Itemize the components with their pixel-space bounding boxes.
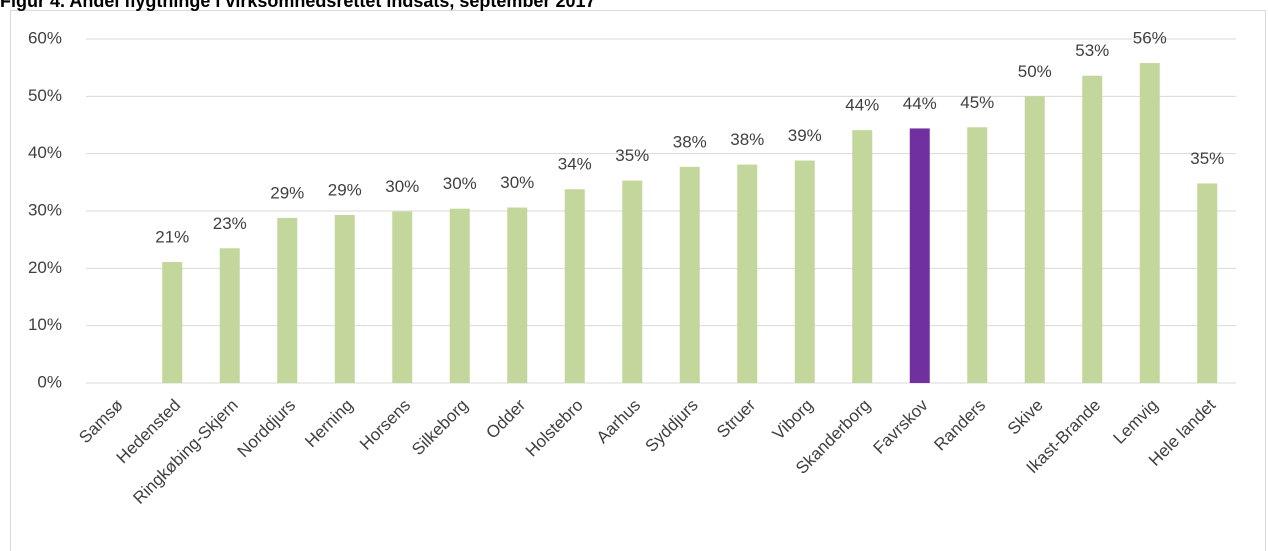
data-label: 35% bbox=[1190, 149, 1224, 168]
x-tick-label: Samsø bbox=[75, 396, 127, 448]
bar bbox=[737, 164, 758, 383]
x-tick-label: Favrskov bbox=[870, 395, 933, 458]
data-label: 50% bbox=[1018, 62, 1052, 81]
data-label: 44% bbox=[845, 96, 879, 115]
bar bbox=[1082, 75, 1103, 384]
y-tick-label: 40% bbox=[28, 143, 62, 162]
bar bbox=[277, 217, 298, 383]
data-label: 34% bbox=[558, 155, 592, 174]
data-label: 30% bbox=[385, 177, 419, 196]
x-tick-label: Viborg bbox=[769, 396, 817, 444]
chart-frame bbox=[10, 10, 1266, 551]
data-label: 30% bbox=[443, 174, 477, 193]
bar bbox=[1139, 63, 1160, 383]
data-label: 53% bbox=[1075, 41, 1109, 60]
bar bbox=[564, 189, 585, 383]
bar bbox=[507, 207, 528, 383]
bar bbox=[1197, 183, 1218, 383]
bar bbox=[334, 215, 355, 383]
data-label: 35% bbox=[615, 146, 649, 165]
data-label: 39% bbox=[788, 126, 822, 145]
y-tick-label: 30% bbox=[28, 200, 62, 219]
x-tick-label: Odder bbox=[482, 395, 529, 442]
data-label: 30% bbox=[500, 173, 534, 192]
data-label: 29% bbox=[270, 183, 304, 202]
x-tick-label: Holstebro bbox=[522, 396, 587, 461]
bar bbox=[392, 211, 413, 383]
bar bbox=[967, 127, 988, 383]
bar bbox=[449, 208, 470, 383]
y-tick-label: 0% bbox=[37, 372, 62, 391]
bar bbox=[909, 128, 930, 383]
data-label: 45% bbox=[960, 93, 994, 112]
bar bbox=[622, 180, 643, 383]
bar bbox=[852, 130, 873, 383]
data-label: 21% bbox=[155, 228, 189, 247]
x-tick-label: Silkeborg bbox=[408, 396, 472, 460]
y-tick-label: 10% bbox=[28, 315, 62, 334]
data-label: 29% bbox=[328, 180, 362, 199]
x-tick-label: Horsens bbox=[356, 396, 414, 454]
bar bbox=[1024, 96, 1045, 383]
x-tick-label: Randers bbox=[930, 396, 989, 455]
x-tick-label: Syddjurs bbox=[642, 396, 702, 456]
x-tick-label: Herning bbox=[301, 396, 357, 452]
data-label: 38% bbox=[730, 130, 764, 149]
y-tick-label: 50% bbox=[28, 86, 62, 105]
bar bbox=[162, 262, 183, 383]
x-tick-label: Norddjurs bbox=[234, 396, 300, 462]
data-label: 44% bbox=[903, 94, 937, 113]
chart-title: Figur 4. Andel flygtninge i virksomhedsr… bbox=[0, 0, 596, 11]
y-tick-label: 60% bbox=[28, 28, 62, 47]
x-tick-label: Struer bbox=[713, 395, 759, 441]
data-label: 56% bbox=[1133, 29, 1167, 48]
x-tick-label: Skive bbox=[1004, 396, 1047, 439]
x-tick-label: Ringkøbing-Skjern bbox=[129, 396, 241, 508]
data-label: 38% bbox=[673, 132, 707, 151]
x-tick-label: Aarhus bbox=[593, 396, 645, 448]
y-tick-label: 20% bbox=[28, 258, 62, 277]
bar bbox=[679, 166, 700, 383]
data-label: 23% bbox=[213, 214, 247, 233]
bar bbox=[794, 160, 815, 383]
bar bbox=[219, 248, 240, 383]
x-tick-label: Lemvig bbox=[1110, 396, 1162, 448]
